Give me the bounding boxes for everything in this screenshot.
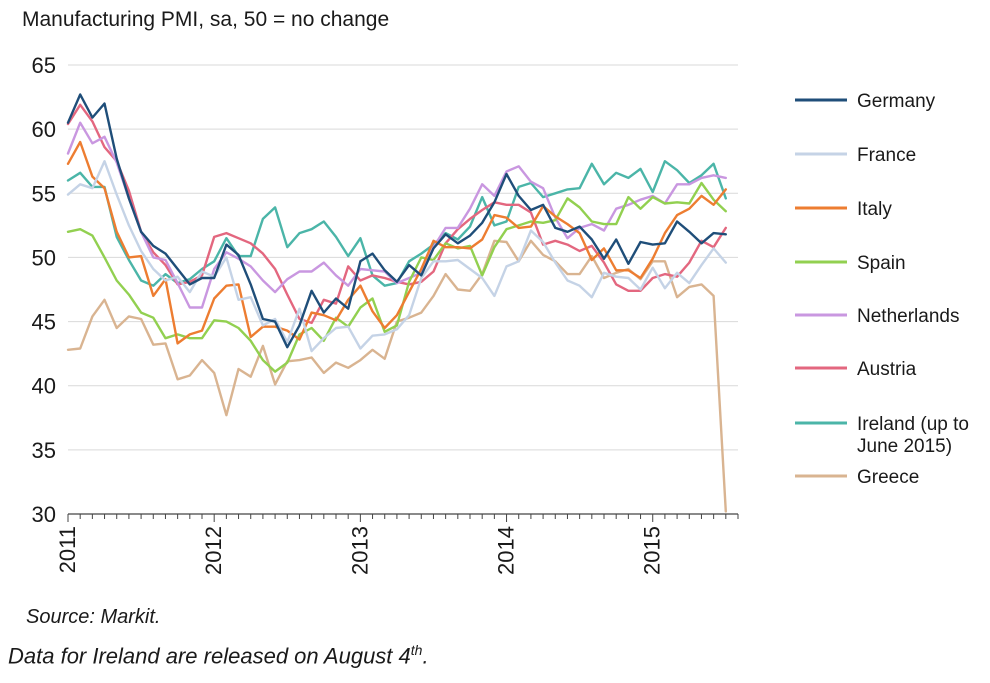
legend-label-italy: Italy <box>857 199 892 220</box>
y-tick-label-35: 35 <box>32 438 56 463</box>
y-tick-label-30: 30 <box>32 502 56 527</box>
series-line-france <box>66 159 727 353</box>
legend-label-greece: Greece <box>857 467 919 488</box>
x-tick-label-2015: 2015 <box>640 526 665 575</box>
x-tick-label-2011: 2011 <box>55 526 80 573</box>
y-tick-label-65: 65 <box>32 53 56 78</box>
series-line-netherlands <box>66 121 727 309</box>
x-tick-label-2012: 2012 <box>201 526 226 575</box>
x-tick-label-2013: 2013 <box>347 526 372 575</box>
chart-title: Manufacturing PMI, sa, 50 = no change <box>22 8 390 31</box>
chart-canvas: 30 35 40 45 50 55 60 65 2011 2012 2013 2014 2015 Ger… <box>32 53 969 575</box>
y-tick-label-50: 50 <box>32 245 56 270</box>
footnote-superscript: th <box>410 642 423 658</box>
y-tick-label-60: 60 <box>32 117 56 142</box>
legend-label-ireland-up-to-june: Ireland (up to June 2015) <box>857 414 969 457</box>
series-line-spain <box>66 181 727 373</box>
source-note: Source: Markit. <box>26 606 161 628</box>
x-tick-label-2014: 2014 <box>494 526 519 575</box>
footnote-period: . <box>422 643 429 669</box>
legend-label-germany: Germany <box>857 91 936 112</box>
footnote: Data for Ireland are released on August … <box>8 642 429 669</box>
legend: Germany France Italy Spain Netherlands Austri… <box>795 91 969 488</box>
axes: 30 35 40 45 50 55 60 65 2011 2012 2013 2014 2015 <box>32 53 739 575</box>
series-lines <box>66 93 727 513</box>
footnote-text: Data for Ireland are released on August … <box>8 643 411 669</box>
y-tick-label-45: 45 <box>32 310 56 335</box>
legend-label-netherlands: Netherlands <box>857 306 959 327</box>
series-line-germany <box>66 93 727 349</box>
series-line-italy <box>66 140 727 345</box>
legend-label-france: France <box>857 145 916 166</box>
legend-label-austria: Austria <box>857 359 917 380</box>
y-tick-label-40: 40 <box>32 374 56 399</box>
y-tick-label-55: 55 <box>32 181 56 206</box>
legend-label-spain: Spain <box>857 253 906 274</box>
